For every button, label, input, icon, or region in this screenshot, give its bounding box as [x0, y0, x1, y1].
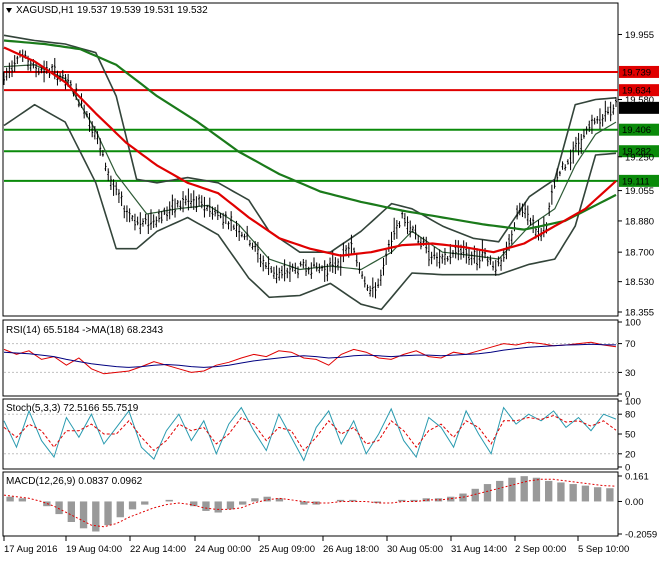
- macd-panel-frame: [2, 471, 619, 537]
- macd-header: MACD(12,26,9) 0.0837 0.0962: [6, 476, 143, 487]
- current-price-tag: [619, 101, 659, 114]
- rsi-tick-label: 0: [625, 390, 630, 401]
- sma-green-line: [3, 39, 617, 231]
- time-tick-label: 22 Aug 14:00: [130, 544, 186, 555]
- stoch-tick-label: 0: [625, 463, 630, 474]
- level-tag-label: 19.282: [622, 147, 651, 158]
- stoch-tick-label: 100: [625, 397, 641, 408]
- stoch-tick-label: 20: [625, 449, 636, 460]
- stoch-signal-line: [3, 414, 617, 452]
- rsi-tick-label: 100: [625, 318, 641, 329]
- macd-signal-line: [3, 478, 617, 528]
- price-tick-label: 19.250: [625, 152, 654, 163]
- level-tag-19-739: [619, 65, 659, 78]
- time-tick-label: 17 Aug 2016: [4, 544, 57, 555]
- rsi-panel-frame: [2, 319, 619, 397]
- level-tag-19-282: [619, 145, 659, 158]
- time-tick-label: 26 Aug 18:00: [323, 544, 379, 555]
- stoch-tick-label: 50: [625, 430, 636, 441]
- macd-tick-label: -0.2059: [625, 530, 657, 541]
- price-tick-label: 19.580: [625, 95, 654, 106]
- level-tag-label: 19.634: [622, 86, 651, 97]
- fast-moving-average: [3, 64, 617, 271]
- price-tick-label: 18.880: [625, 216, 654, 227]
- time-tick-label: 31 Aug 14:00: [451, 544, 507, 555]
- stoch-header: Stoch(5,3,3) 72.5166 55.7519: [6, 403, 139, 414]
- price-tick-label: 18.530: [625, 277, 654, 288]
- level-tag-label: 19.739: [622, 67, 651, 78]
- rsi-tick-label: 30: [625, 368, 636, 379]
- sma-red-line: [3, 46, 617, 257]
- time-tick-label: 30 Aug 05:00: [387, 544, 443, 555]
- price-tick-label: 18.700: [625, 248, 654, 259]
- rsi-tick-label: 70: [625, 339, 636, 350]
- collapse-triangle-icon[interactable]: [6, 8, 12, 13]
- time-tick-label: 19 Aug 04:00: [66, 544, 122, 555]
- rsi-ma-line: [3, 343, 617, 368]
- symbol-timeframe: XAGUSD,H1: [16, 5, 74, 16]
- time-tick-label: 24 Aug 00:00: [195, 544, 251, 555]
- current-price-label: 19.532: [622, 103, 651, 114]
- level-tag-19-634: [619, 84, 659, 97]
- time-tick-label: 5 Sep 10:00: [578, 544, 629, 555]
- stoch-panel: Stoch(5,3,3) 72.5166 55.7519 100 80 50 20 0: [2, 397, 641, 474]
- price-tick-label: 19.955: [625, 30, 654, 41]
- macd-tick-label: 0.00: [625, 497, 644, 508]
- bollinger-lower-band: [3, 103, 617, 311]
- stoch-tick-label: 80: [625, 410, 636, 421]
- price-tick-label: 18.355: [625, 308, 654, 319]
- rsi-header: RSI(14) 65.5184 ->MA(18) 68.2343: [6, 325, 163, 336]
- level-tag-label: 19.406: [622, 125, 651, 136]
- rsi-panel: RSI(14) 65.5184 ->MA(18) 68.2343 100 70 30…: [2, 318, 641, 401]
- level-tag-19-111: [619, 174, 659, 187]
- price-tick-label: 19.055: [625, 186, 654, 197]
- time-axis: 17 Aug 2016 19 Aug 04:00 22 Aug 14:00 24 Au…: [3, 536, 629, 555]
- macd-panel: MACD(12,26,9) 0.0837 0.0962 0.161 0.00 -0.…: [2, 471, 657, 541]
- ohlc-readout: 19.537 19.539 19.531 19.532: [77, 5, 208, 16]
- bollinger-upper-band: [3, 34, 617, 253]
- time-tick-label: 25 Aug 09:00: [259, 544, 315, 555]
- rsi-line: [3, 341, 617, 375]
- price-panel: 19.739 19.634 19.406 19.282 19.111 19.532 XAG…: [2, 2, 659, 319]
- level-tag-19-406: [619, 123, 659, 136]
- time-tick-label: 2 Sep 00:00: [515, 544, 566, 555]
- macd-tick-label: 0.161: [625, 472, 649, 483]
- price-panel-frame: [2, 2, 619, 317]
- level-tag-label: 19.111: [622, 176, 650, 187]
